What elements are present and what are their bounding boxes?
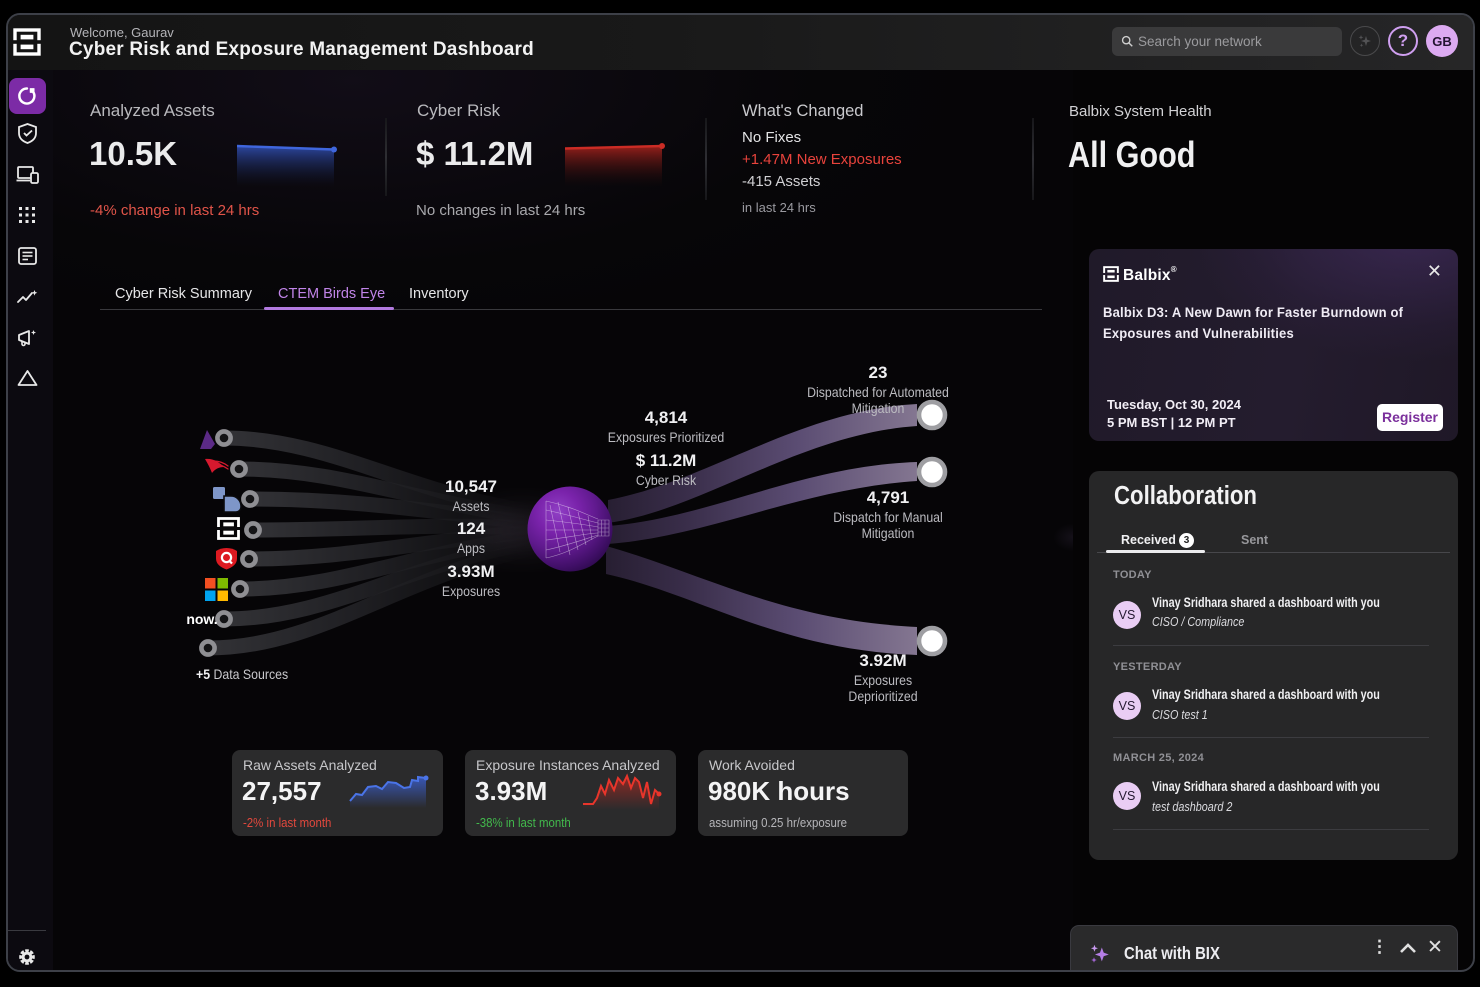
svg-text:now.: now.: [186, 611, 217, 627]
